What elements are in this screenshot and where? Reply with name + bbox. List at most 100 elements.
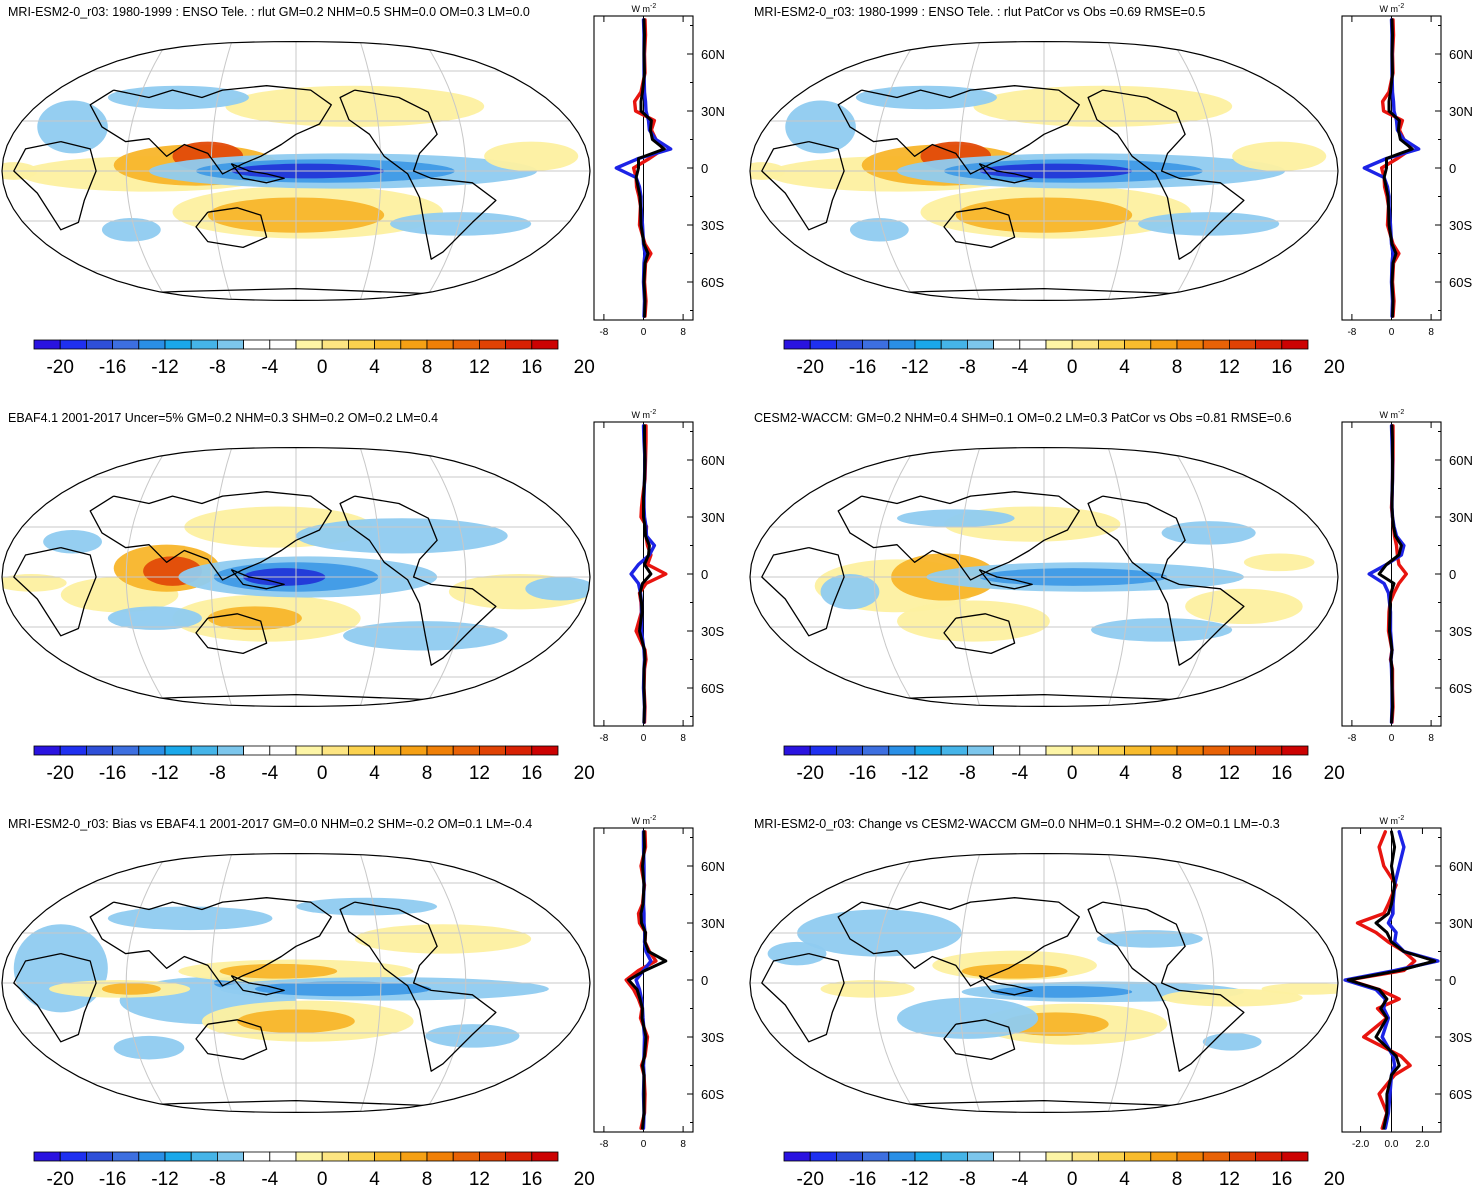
colorbar-label: 4 bbox=[369, 1169, 380, 1187]
profile-lat-label: 30S bbox=[1449, 218, 1472, 233]
colorbar-swatch bbox=[1045, 1151, 1073, 1162]
profile-xtick-label: 0 bbox=[641, 733, 647, 744]
colorbar-swatch bbox=[112, 1151, 140, 1162]
coastline bbox=[943, 1019, 1016, 1061]
longitude-gridline bbox=[1160, 853, 1215, 1113]
coastline bbox=[1087, 89, 1245, 260]
colorbar-swatch bbox=[269, 339, 297, 350]
unit-exponent: -2 bbox=[1398, 409, 1404, 416]
coastline bbox=[761, 546, 845, 637]
profile-xtick-label: -8 bbox=[599, 327, 608, 338]
anomaly-patch bbox=[484, 141, 579, 171]
colorbar-swatch bbox=[1019, 745, 1047, 756]
map-border bbox=[1, 852, 591, 1114]
zonal-profile: 60N 30N 0 30S 60S -2.0 0.0 2.0 W m-2 bbox=[1341, 815, 1473, 1150]
profile-xtick-label: -8 bbox=[1347, 327, 1356, 338]
map bbox=[749, 446, 1339, 708]
colorbar-label: -4 bbox=[261, 763, 278, 784]
profile-xtick-label: -8 bbox=[599, 1139, 608, 1150]
profile-unit-label: W m-2 bbox=[632, 815, 657, 826]
profile-lat-label: 60S bbox=[1449, 1087, 1472, 1102]
colorbar-swatch bbox=[1098, 745, 1126, 756]
profile-lat-label: 60N bbox=[1449, 859, 1473, 874]
anomaly-patch bbox=[525, 577, 590, 601]
colorbar: -20 -16 -12 -8 -4 0 4 8 12 16 20 bbox=[33, 1151, 595, 1190]
colorbar-swatch bbox=[505, 745, 533, 756]
zonal-profile: 60N 30N 0 30S 60S -8 0 8 W m-2 bbox=[1341, 409, 1473, 744]
colorbar-label: 4 bbox=[369, 357, 380, 378]
zonal-profile: 60N 30N 0 30S 60S -8 0 8 W m-2 bbox=[593, 3, 725, 338]
coastline bbox=[13, 952, 97, 1043]
colorbar-swatch bbox=[426, 745, 454, 756]
colorbar-swatch bbox=[1255, 339, 1283, 350]
colorbar-swatch bbox=[1019, 1151, 1047, 1162]
longitude-gridline bbox=[412, 41, 467, 301]
longitude-gridline bbox=[125, 447, 180, 707]
map bbox=[1, 852, 591, 1114]
colorbar-label: 0 bbox=[317, 763, 328, 784]
colorbar: -20 -16 -12 -8 -4 0 4 8 12 16 20 bbox=[783, 1151, 1345, 1190]
colorbar-swatch bbox=[190, 339, 218, 350]
profile-xtick-label: -2.0 bbox=[1352, 1139, 1370, 1150]
colorbar-label: -16 bbox=[99, 357, 126, 378]
colorbar-swatch bbox=[531, 339, 559, 350]
map-field bbox=[2, 41, 590, 301]
anomaly-patch bbox=[849, 218, 909, 242]
profile-lat-label: 30S bbox=[1449, 624, 1472, 639]
anomaly-patch bbox=[1243, 553, 1315, 572]
colorbar-swatch bbox=[478, 339, 506, 350]
profile-unit-label: W m-2 bbox=[1380, 409, 1405, 420]
coastline bbox=[943, 207, 1016, 249]
colorbar-swatch bbox=[374, 1151, 402, 1162]
anomaly-patch bbox=[1096, 930, 1203, 948]
panel-title: MRI-ESM2-0_r03: Bias vs EBAF4.1 2001-201… bbox=[8, 817, 532, 831]
longitude-gridline bbox=[412, 447, 467, 707]
colorbar-swatch bbox=[783, 745, 811, 756]
panel-bias-5: MRI-ESM2-0_r03: Bias vs EBAF4.1 2001-201… bbox=[1, 815, 725, 1190]
profile-line-other bbox=[1377, 424, 1403, 724]
longitude-gridline bbox=[958, 41, 987, 301]
colorbar-label: 4 bbox=[1119, 1169, 1130, 1187]
coastline bbox=[89, 897, 332, 987]
profile-lat-label: 30N bbox=[1449, 916, 1473, 931]
colorbar-swatch bbox=[1150, 745, 1178, 756]
panel-title: MRI-ESM2-0_r03: 1980-1999 : ENSO Tele. :… bbox=[754, 5, 1205, 19]
anomaly-patch bbox=[855, 85, 997, 110]
coastline bbox=[195, 207, 268, 249]
profile-lat-label: 0 bbox=[1449, 567, 1456, 582]
profile-unit-label: W m-2 bbox=[1380, 815, 1405, 826]
colorbar-swatch bbox=[1071, 745, 1099, 756]
unit-exponent: -2 bbox=[1398, 3, 1404, 10]
profile-lat-label: 60N bbox=[701, 453, 725, 468]
anomaly-patch bbox=[991, 985, 1133, 998]
profile-xtick-label: 0 bbox=[641, 1139, 647, 1150]
unit-exponent: -2 bbox=[650, 3, 656, 10]
colorbar-label: 12 bbox=[1219, 357, 1240, 378]
anomaly-patch bbox=[897, 509, 1015, 528]
anomaly-patch bbox=[820, 574, 880, 610]
anomaly-patch bbox=[1161, 988, 1303, 1007]
colorbar-swatch bbox=[347, 1151, 375, 1162]
unit-base: W m bbox=[1380, 4, 1399, 14]
colorbar-swatch bbox=[783, 1151, 811, 1162]
colorbar-label: -20 bbox=[46, 1169, 73, 1187]
colorbar-swatch bbox=[33, 1151, 61, 1162]
map-field bbox=[2, 447, 590, 707]
colorbar-swatch bbox=[452, 745, 480, 756]
profile-lat-label: 60N bbox=[1449, 47, 1473, 62]
colorbar-swatch bbox=[216, 1151, 244, 1162]
colorbar-swatch bbox=[164, 339, 192, 350]
profile-xtick-label: 0 bbox=[1389, 733, 1395, 744]
profile-xtick-label: -8 bbox=[599, 733, 608, 744]
profile-unit-label: W m-2 bbox=[632, 409, 657, 420]
colorbar-swatch bbox=[216, 745, 244, 756]
panel-reference_model-4: CESM2-WACCM: GM=0.2 NHM=0.4 SHM=0.1 OM=0… bbox=[749, 409, 1473, 784]
unit-base: W m bbox=[632, 816, 651, 826]
colorbar-label: -4 bbox=[261, 1169, 278, 1187]
colorbar-swatch bbox=[862, 1151, 890, 1162]
colorbar-swatch bbox=[112, 339, 140, 350]
anomaly-patch bbox=[107, 906, 273, 931]
colorbar-label: 16 bbox=[1271, 357, 1292, 378]
colorbar: -20 -16 -12 -8 -4 0 4 8 12 16 20 bbox=[783, 745, 1345, 784]
colorbar-swatch bbox=[243, 339, 271, 350]
